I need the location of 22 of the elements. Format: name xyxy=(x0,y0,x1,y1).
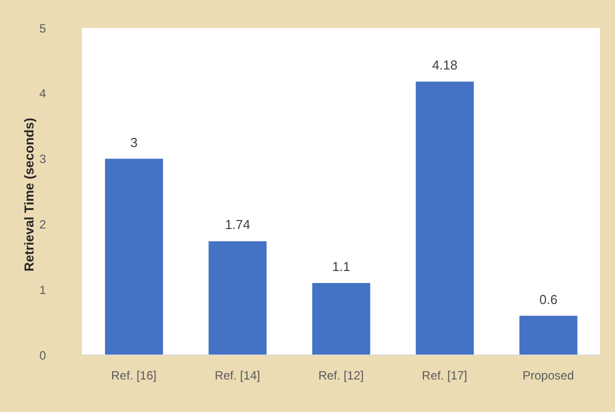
bar xyxy=(105,158,163,355)
y-axis-title: Retrieval Time (seconds) xyxy=(22,118,37,272)
bar xyxy=(519,316,578,355)
y-tick-label: 0 xyxy=(39,348,46,362)
bar xyxy=(416,82,474,355)
y-tick-label: 1 xyxy=(39,282,46,297)
x-tick-label: Ref. [12] xyxy=(318,368,364,383)
y-tick-label: 5 xyxy=(39,21,46,36)
data-label: 4.18 xyxy=(432,58,458,73)
y-tick-label: 4 xyxy=(39,86,46,101)
bar xyxy=(312,283,370,355)
bar xyxy=(208,241,267,355)
y-tick-label: 2 xyxy=(39,217,46,232)
x-tick-label: Ref. [16] xyxy=(111,368,156,383)
x-tick-label: Proposed xyxy=(522,368,574,383)
y-tick-label: 3 xyxy=(39,152,46,166)
data-label: 1.74 xyxy=(224,217,250,232)
x-tick-label: Ref. [14] xyxy=(214,368,260,383)
data-label: 0.6 xyxy=(539,292,558,307)
data-label: 1.1 xyxy=(332,259,350,274)
x-tick-label: Ref. [17] xyxy=(422,368,468,383)
data-label: 3 xyxy=(130,134,138,150)
